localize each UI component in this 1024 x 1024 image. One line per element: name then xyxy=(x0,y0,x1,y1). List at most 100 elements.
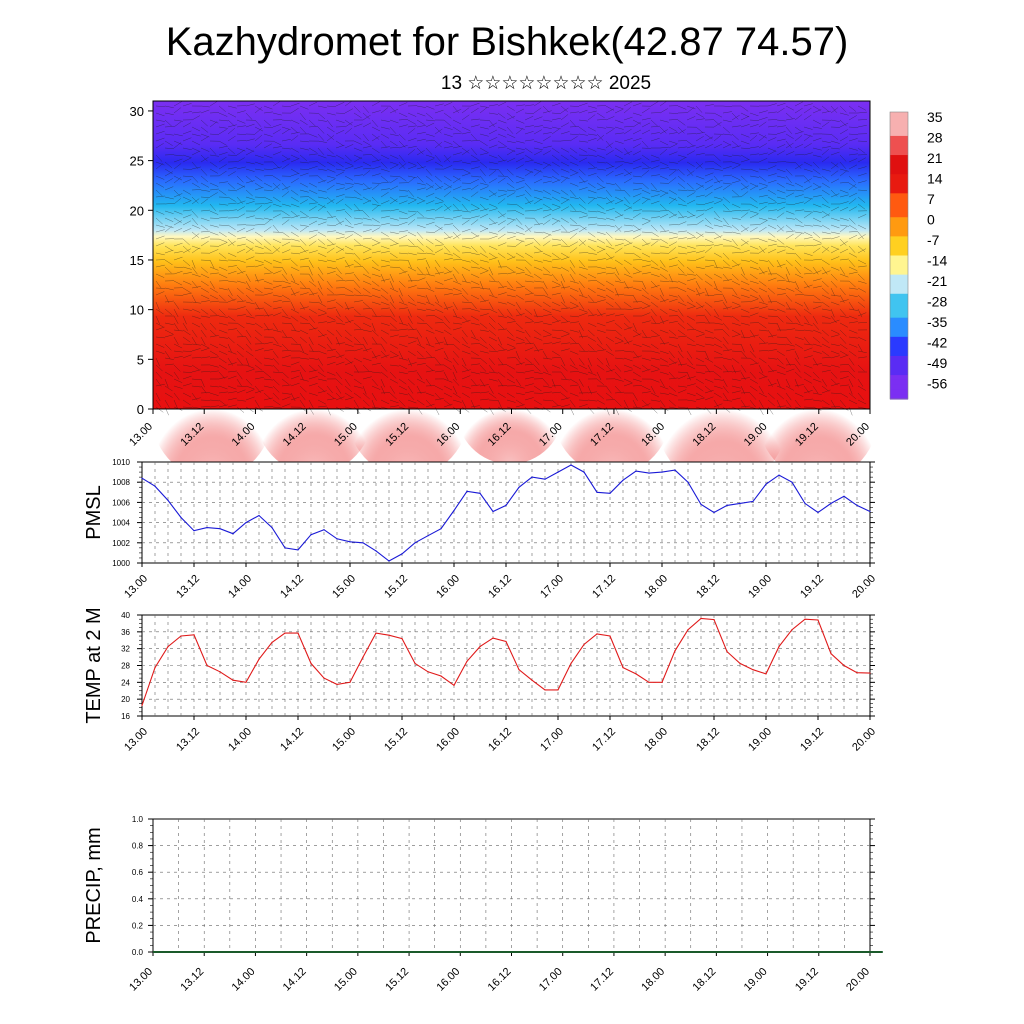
x-tick-label: 19.12 xyxy=(793,966,821,994)
precip-axis-label: PRECIP, mm xyxy=(83,827,105,943)
colorbar-label: -35 xyxy=(927,314,947,330)
y-tick-label: 0.8 xyxy=(132,842,144,851)
pmsl-data-point xyxy=(765,483,767,485)
x-tick-label: 16.00 xyxy=(434,966,462,994)
colorbar-box xyxy=(890,260,908,266)
colorbar-box xyxy=(890,303,908,309)
temp-data-point xyxy=(791,629,793,631)
temp-data-point xyxy=(778,646,780,648)
colorbar-label: -42 xyxy=(927,335,947,351)
x-tick-label: 14.12 xyxy=(278,726,306,754)
x-tick-label: 15.12 xyxy=(382,726,410,754)
colorbar-box xyxy=(890,351,908,357)
y-tick-label: 40 xyxy=(121,611,130,620)
y-tick-label: 1.0 xyxy=(132,815,144,824)
temp-data-point xyxy=(531,679,533,681)
temp-data-point xyxy=(856,672,858,674)
pmsl-data-point xyxy=(323,529,325,531)
pmsl-data-point xyxy=(297,549,299,551)
x-tick-label: 18.00 xyxy=(639,966,667,994)
colorbar-label: 7 xyxy=(927,191,935,207)
x-tick-label: 16.00 xyxy=(434,726,462,754)
pmsl-data-point xyxy=(700,503,702,505)
temp-data-point xyxy=(245,681,247,683)
colorbar-box xyxy=(890,222,908,228)
pmsl-data-point xyxy=(440,528,442,530)
colorbar-box xyxy=(890,212,908,218)
temp-data-point xyxy=(674,650,676,652)
temp-data-point xyxy=(193,634,195,636)
temp-data-point xyxy=(388,634,390,636)
temp-data-point xyxy=(258,658,260,660)
temp-data-point xyxy=(271,641,273,644)
colorbar-box xyxy=(890,207,908,214)
y-tick-label: 32 xyxy=(121,645,130,654)
temp-axis-label: TEMP at 2 M xyxy=(83,607,105,723)
colorbar-box xyxy=(890,174,908,180)
colorbar-box xyxy=(890,116,908,123)
pmsl-data-point xyxy=(687,481,689,483)
temp-data-point xyxy=(570,662,572,665)
chart-title: Kazhydromet for Bishkek(42.87 74.57) xyxy=(165,20,849,64)
chart-subtitle: 13 ☆☆☆☆☆☆☆☆ 2025 xyxy=(440,73,652,94)
colorbar-box xyxy=(890,255,908,261)
temp-data-point xyxy=(310,662,312,665)
colorbar-box xyxy=(890,169,908,175)
y-tick-label: 24 xyxy=(121,678,130,687)
colorbar-box xyxy=(890,265,908,271)
colorbar-box xyxy=(890,288,908,295)
x-tick-label: 17.12 xyxy=(590,573,618,601)
colorbar-box xyxy=(890,336,908,343)
colorbar-box xyxy=(890,126,908,132)
x-tick-label: 15.00 xyxy=(330,726,358,754)
pmsl-data-point xyxy=(401,553,403,555)
x-tick-label: 17.00 xyxy=(537,966,565,994)
pmsl-data-point xyxy=(674,469,676,471)
colorbar-box xyxy=(890,346,908,352)
x-tick-label: 13.00 xyxy=(122,573,150,601)
y-tick-label: 1008 xyxy=(112,478,130,487)
temp-data-point xyxy=(661,681,663,683)
pmsl-data-point xyxy=(609,492,611,494)
x-tick-label: 19.00 xyxy=(746,726,774,754)
pmsl-data-point xyxy=(843,495,845,497)
pmsl-data-point xyxy=(570,464,572,466)
colorbar-box xyxy=(890,145,908,151)
x-tick-label: 13.00 xyxy=(122,726,150,754)
colorbar-label: 28 xyxy=(927,130,943,146)
x-tick-label: 18.00 xyxy=(642,573,670,601)
pmsl-data-point xyxy=(245,522,247,524)
colorbar-box xyxy=(890,241,908,247)
x-tick-label: 17.12 xyxy=(588,966,616,994)
y-tick-label: 20 xyxy=(130,203,144,218)
colorbar-box xyxy=(890,341,908,347)
pmsl-data-point xyxy=(232,533,234,535)
temp-data-point xyxy=(466,660,468,662)
pmsl-data-point xyxy=(544,478,546,480)
y-tick-label: 20 xyxy=(121,695,130,704)
temp-data-point xyxy=(414,662,416,665)
temp-data-point xyxy=(700,617,702,620)
pmsl-data-point xyxy=(362,542,364,544)
colorbar-box xyxy=(890,164,908,170)
temp-data-point xyxy=(232,679,234,681)
temp-data-point xyxy=(648,681,650,683)
temp-data-point xyxy=(557,689,559,691)
colorbar-box xyxy=(890,245,908,252)
pmsl-data-point xyxy=(375,550,377,552)
pmsl-data-point xyxy=(258,514,260,517)
pmsl-data-point xyxy=(635,470,637,472)
temp-data-point xyxy=(817,619,819,621)
colorbar-box xyxy=(890,298,908,304)
temp-data-point xyxy=(622,667,624,669)
colorbar-label: -28 xyxy=(927,294,947,310)
colorbar-box xyxy=(890,183,908,190)
temp-data-point xyxy=(206,664,208,667)
colorbar-box xyxy=(890,379,908,386)
y-tick-label: 10 xyxy=(130,303,144,318)
colorbar-box xyxy=(890,217,908,223)
temp-data-point xyxy=(518,669,520,671)
x-tick-label: 15.12 xyxy=(382,573,410,601)
colorbar-box xyxy=(890,140,908,147)
x-tick-label: 13.12 xyxy=(178,966,206,994)
